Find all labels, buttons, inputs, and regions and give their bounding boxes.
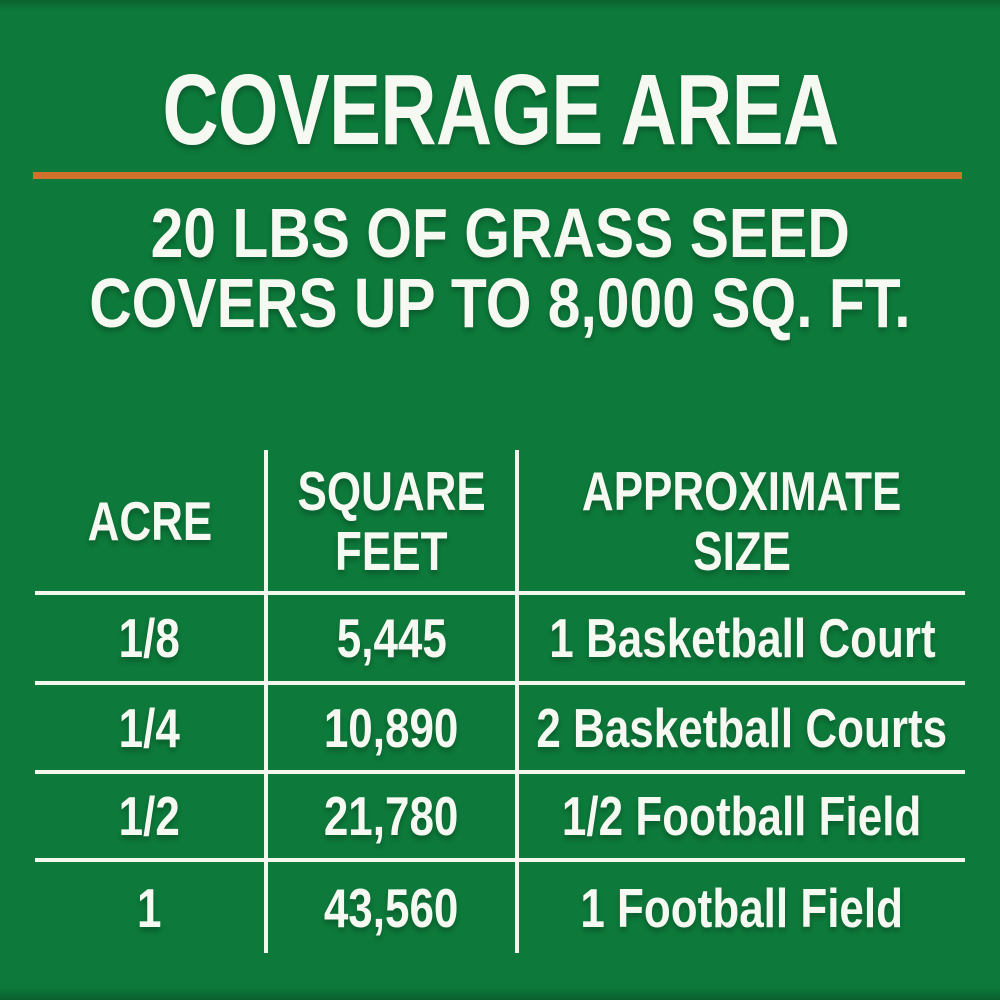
table-row-4-approximate-size: 1 Football Field xyxy=(519,862,965,953)
table-row-3-acre: 1/2 xyxy=(35,774,264,858)
table-row-1-approximate-size: 1 Basketball Court xyxy=(519,595,965,681)
cell-sqft-5445: 5,445 xyxy=(336,607,447,669)
subtitle-line-2: COVERS UP TO 8,000 SQ. FT. xyxy=(89,264,911,342)
cell-size-1-basketball-court: 1 Basketball Court xyxy=(548,607,936,669)
cell-acre-1-4: 1/4 xyxy=(118,696,181,759)
table-row-3-square-feet: 21,780 xyxy=(268,774,515,858)
table-row-2-square-feet: 10,890 xyxy=(268,685,515,770)
cell-acre-1-8: 1/8 xyxy=(118,607,181,669)
cell-acre-1-2: 1/2 xyxy=(118,785,181,847)
row-divider-2 xyxy=(35,770,965,774)
cell-size-half-football-field: 1/2 Football Field xyxy=(562,785,922,847)
column-divider-1 xyxy=(264,450,268,953)
column-header-approximate-size-line1: APPROXIMATE xyxy=(582,459,902,522)
table-row-1-square-feet: 5,445 xyxy=(268,595,515,681)
cell-acre-1: 1 xyxy=(137,876,162,939)
column-header-square-feet: SQUARE FEET xyxy=(268,450,515,591)
column-header-approximate-size-line2: SIZE xyxy=(693,519,791,582)
table-row-4-square-feet: 43,560 xyxy=(268,862,515,953)
table-row-3-approximate-size: 1/2 Football Field xyxy=(519,774,965,858)
cell-sqft-21780: 21,780 xyxy=(324,785,459,847)
cell-sqft-43560: 43,560 xyxy=(324,876,459,939)
column-divider-2 xyxy=(515,450,519,953)
header-divider xyxy=(35,591,965,595)
cell-sqft-10890: 10,890 xyxy=(324,696,459,759)
row-divider-1 xyxy=(35,681,965,685)
row-divider-3 xyxy=(35,858,965,862)
subtitle-line-1: 20 LBS OF GRASS SEED xyxy=(150,194,850,272)
page-title: COVERAGE AREA xyxy=(0,55,1000,165)
cell-size-2-basketball-courts: 2 Basketball Courts xyxy=(536,696,948,759)
cell-size-1-football-field: 1 Football Field xyxy=(580,876,904,939)
column-header-approximate-size: APPROXIMATE SIZE xyxy=(519,450,965,591)
table-row-1-acre: 1/8 xyxy=(35,595,264,681)
table-row-2-acre: 1/4 xyxy=(35,685,264,770)
subtitle: 20 LBS OF GRASS SEED COVERS UP TO 8,000 … xyxy=(0,198,1000,338)
title-underline-rule xyxy=(33,172,962,179)
column-header-acre: ACRE xyxy=(35,450,264,591)
column-header-acre-text: ACRE xyxy=(87,489,212,552)
table-row-4-acre: 1 xyxy=(35,862,264,953)
page-title-text: COVERAGE AREA xyxy=(161,54,839,166)
column-header-square-feet-line2: FEET xyxy=(335,519,448,582)
table-row-2-approximate-size: 2 Basketball Courts xyxy=(519,685,965,770)
column-header-square-feet-line1: SQUARE xyxy=(297,459,486,522)
